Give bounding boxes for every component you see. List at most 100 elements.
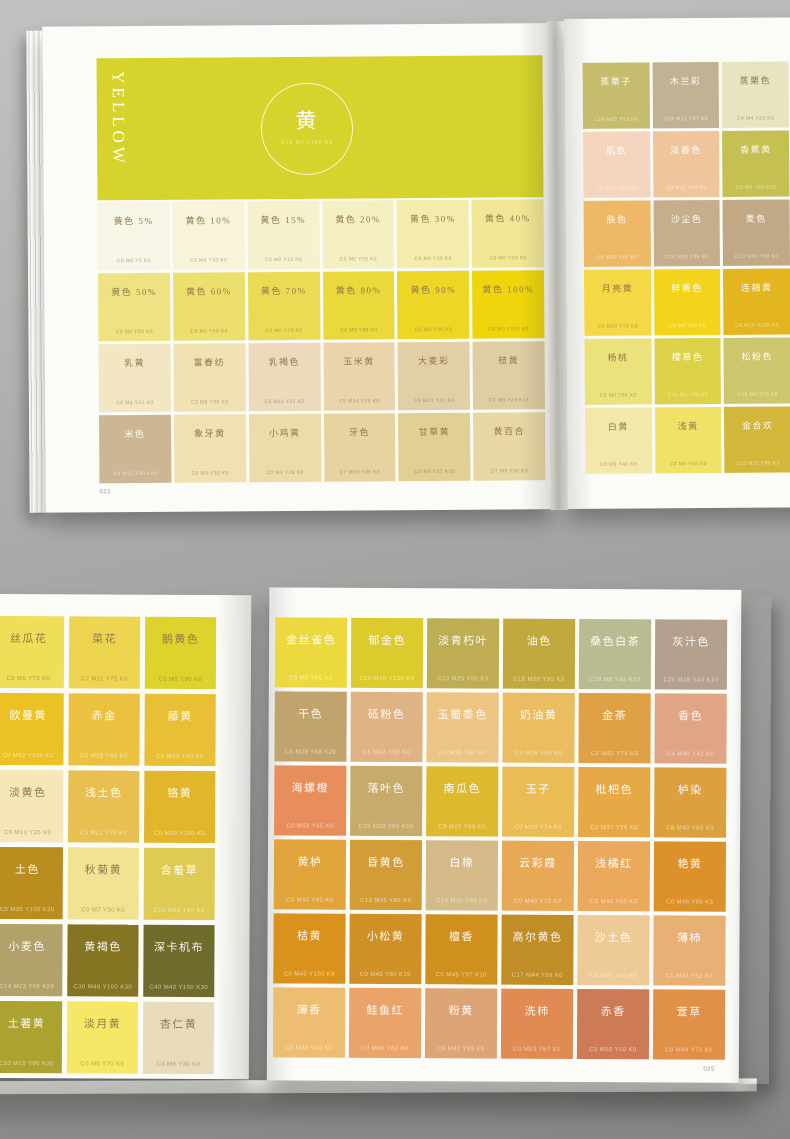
color-cmyk-code: C0 M25 Y57 K0 — [438, 750, 487, 757]
color-cmyk-code: C0 M10 Y35 K0 — [3, 829, 52, 837]
color-swatch: 甘草黄 C0 M9 Y37 K10 — [398, 412, 471, 482]
bottom-right-page: 金丝雀色 C5 M0 Y85 K0 郁金色 C10 M10 Y100 K0 淡青… — [266, 587, 742, 1083]
color-swatch: 黄色 80% C0 M0 Y80 K0 — [322, 271, 395, 340]
color-swatch: 富春纺 C0 M5 Y30 K0 — [173, 343, 246, 412]
color-cmyk-code: C0 M25 Y86 K0 — [80, 753, 128, 760]
color-swatch: 蒸栗色 C4 M4 Y28 K0 — [721, 61, 789, 128]
color-cmyk-code: C5 M28 Y58 K20 — [284, 749, 337, 756]
color-cmyk-code: C0 M0 Y70 K0 — [265, 327, 303, 335]
color-swatch: 沙土色 C0 M20 Y40 K0 — [577, 914, 650, 986]
color-cmyk-code: C0 M45 Y100 K8 — [283, 971, 335, 978]
color-cmyk-code: C0 M5 Y95 K0 — [668, 323, 707, 330]
color-swatch: 萱草 C0 M49 Y72 K0 — [652, 989, 726, 1060]
color-cmyk-code: C0 M25 Y90 K0 — [156, 753, 204, 761]
color-cmyk-code: C2 M42 Y74 K0 — [590, 751, 639, 758]
color-cmyk-code: C18 M8 Y42 K10 — [589, 677, 641, 684]
color-cmyk-code: C0 M15 Y30 K20 — [113, 470, 158, 478]
color-cmyk-code: C9 M20 Y89 K0 — [438, 824, 486, 831]
color-cmyk-code: C16 M30 Y60 K0 — [436, 898, 488, 905]
color-cmyk-code: C0 M0 Y40 K5 — [600, 461, 638, 468]
color-swatch: 小麦色 C14 M23 Y66 K29 — [0, 923, 63, 997]
color-cmyk-code: C17 M44 Y99 K0 — [511, 972, 563, 979]
color-cmyk-code: C0 M49 Y72 K0 — [665, 1047, 713, 1054]
color-swatch: 松粉色 C15 M0 Y70 K0 — [723, 337, 790, 404]
color-cmyk-code: C7 M6 Y36 K0 — [490, 468, 529, 475]
color-swatch: 蒸栗子 C18 M15 Y52 K0 — [582, 62, 650, 129]
color-cmyk-code: C0 M5 Y30 K0 — [191, 470, 229, 477]
color-swatch: 藤黄 C0 M25 Y90 K0 — [144, 693, 216, 767]
color-swatch: 鲑鱼红 C0 M40 Y60 K0 — [348, 987, 422, 1059]
color-swatch: 黄色 20% C0 M0 Y20 K0 — [322, 200, 395, 269]
color-cmyk-code: C18 M26 Y90 K0 — [513, 676, 565, 683]
color-swatch: 栌染 C8 M40 Y83 K0 — [654, 767, 727, 838]
color-cmyk-code: C0 M0 Y30 K0 — [414, 255, 452, 263]
color-swatch: 浅土色 C5 M21 Y70 K1 — [68, 770, 140, 843]
color-swatch: 干色 C5 M28 Y58 K20 — [274, 691, 347, 762]
color-swatch: 黄色 70% C0 M0 Y70 K0 — [247, 271, 320, 341]
color-swatch: 赤金 C0 M25 Y86 K0 — [68, 693, 140, 766]
color-swatch: 淡月黄 C0 M0 Y70 K0 — [66, 1001, 139, 1074]
color-swatch: 郁金色 C10 M10 Y100 K0 — [350, 617, 424, 689]
color-swatch: 黄色 40% C0 M0 Y40 K0 — [471, 199, 544, 268]
color-swatch: 黄栌 C5 M40 Y85 K0 — [273, 839, 347, 910]
color-swatch: 薄柿 C0 M34 Y52 K0 — [653, 915, 726, 986]
color-swatch: 肤色 C0 M30 Y60 K0 — [583, 200, 651, 267]
color-cmyk-code: C5 M32 Y50 K0 — [362, 749, 411, 757]
color-cmyk-code: C40 M40 Y100 K30 — [149, 984, 209, 992]
color-swatch: 南瓜色 C9 M20 Y89 K0 — [426, 766, 499, 837]
color-swatch: 黄色 30% C0 M0 Y30 K0 — [396, 199, 470, 269]
color-swatch: 黄色 5% C0 M0 Y5 K0 — [97, 201, 170, 271]
color-cmyk-code: C0 M30 Y60 K0 — [285, 1045, 333, 1052]
color-cmyk-code: C0 M0 Y20 K0 — [339, 256, 377, 263]
color-swatch: 菜花 C2 M11 Y75 K0 — [68, 616, 141, 689]
color-cmyk-code: C18 M15 Y52 K0 — [594, 116, 639, 123]
color-cmyk-code: C0 M26 Y40 K0 — [666, 185, 707, 192]
color-cmyk-code: C0 M26 Y66 K0 — [514, 750, 563, 757]
color-cmyk-code: C10 M15 Y90 K30 — [0, 1060, 54, 1068]
color-cmyk-code: C0 M40 Y60 K0 — [589, 899, 638, 906]
color-swatch: 灰汁色 C20 M25 Y40 K10 — [654, 619, 728, 690]
color-swatch: 浅黄 C0 M0 Y60 K0 — [654, 406, 722, 474]
color-swatch: 乳黄 C0 M4 Y21 K0 — [98, 343, 171, 413]
color-cmyk-code: C2 M11 Y75 K0 — [80, 676, 128, 683]
color-cmyk-code: C0 M0 Y50 K0 — [115, 328, 153, 336]
color-cmyk-code: C5 M55 Y60 K0 — [589, 1047, 637, 1054]
color-swatch: 落叶色 C15 M28 Y60 K10 — [350, 765, 423, 837]
color-cmyk-code: C0 M30 Y60 K0 — [597, 254, 638, 261]
color-swatch: 金丝雀色 C5 M0 Y85 K0 — [274, 617, 348, 688]
swatch-grid-top-left: 黄色 5% C0 M0 Y5 K0 黄色 10% C0 M0 Y10 K0 黄色… — [97, 199, 546, 484]
swatch-grid-bottom-right: 金丝雀色 C5 M0 Y85 K0 郁金色 C10 M10 Y100 K0 淡青… — [272, 617, 728, 1060]
color-swatch: 月亮黄 C0 M10 Y70 K0 — [583, 269, 652, 336]
color-cmyk-code: C0 M4 Y21 K0 — [116, 399, 154, 407]
color-cmyk-code: C0 M48 Y97 K10 — [435, 972, 487, 979]
color-swatch: 淡香色 C0 M26 Y40 K0 — [652, 130, 720, 198]
color-cmyk-code: C10 M15 Y80 K0 — [153, 907, 205, 915]
color-cmyk-code: C5 M14 Y29 K0 — [339, 398, 380, 405]
color-cmyk-code: C0 M5 Y73 K0 — [6, 675, 51, 683]
color-swatch: 秋菊黄 C0 M7 Y50 K0 — [67, 847, 139, 920]
top-left-page: YELLOW 黄 C10 M0 Y100 K0 黄色 5% C0 M0 Y5 K… — [42, 23, 551, 513]
color-swatch: 砥粉色 C5 M32 Y50 K0 — [350, 691, 423, 763]
color-swatch: 杨桃 C6 M0 Y58 K0 — [584, 338, 652, 405]
color-cmyk-code: C0 M20 Y20 K0 — [596, 185, 637, 192]
color-cmyk-code: C0 M45 Y90 K15 — [359, 971, 411, 979]
color-cmyk-code: C0 M9 Y24 K14 — [488, 397, 530, 404]
color-cmyk-code: C0 M5 Y30 K0 — [191, 399, 229, 406]
color-swatch: 金茶 C2 M42 Y74 K0 — [578, 692, 651, 764]
color-swatch: 大麦彩 C9 M13 Y31 K0 — [397, 341, 471, 411]
color-cmyk-code: C0 M46 Y96 K5 — [665, 899, 714, 906]
color-cmyk-code: C23 M25 Y90 K0 — [437, 676, 489, 683]
color-cmyk-code: C14 M23 Y66 K29 — [0, 983, 55, 991]
color-cmyk-code: C0 M3 Y28 K6 — [266, 469, 304, 477]
color-cmyk-code: C5 M11 Y23 K0 — [264, 398, 305, 406]
page-stack-edge-right — [739, 596, 772, 1084]
color-swatch: 丝瓜花 C0 M5 Y73 K0 — [0, 615, 65, 689]
color-cmyk-code: C0 M0 Y15 K0 — [264, 256, 303, 264]
color-cmyk-code: C10 M10 Y100 K0 — [359, 675, 415, 683]
color-cmyk-code: C0 M9 Y37 K10 — [414, 468, 455, 476]
color-cmyk-code: C0 M10 Y70 K0 — [597, 323, 638, 330]
color-swatch: 木兰彩 C18 M21 Y37 K0 — [652, 61, 720, 129]
color-swatch: 粉黄 C6 M42 Y55 K0 — [424, 988, 498, 1059]
color-swatch: 香色 C4 M40 Y42 K0 — [654, 693, 727, 764]
